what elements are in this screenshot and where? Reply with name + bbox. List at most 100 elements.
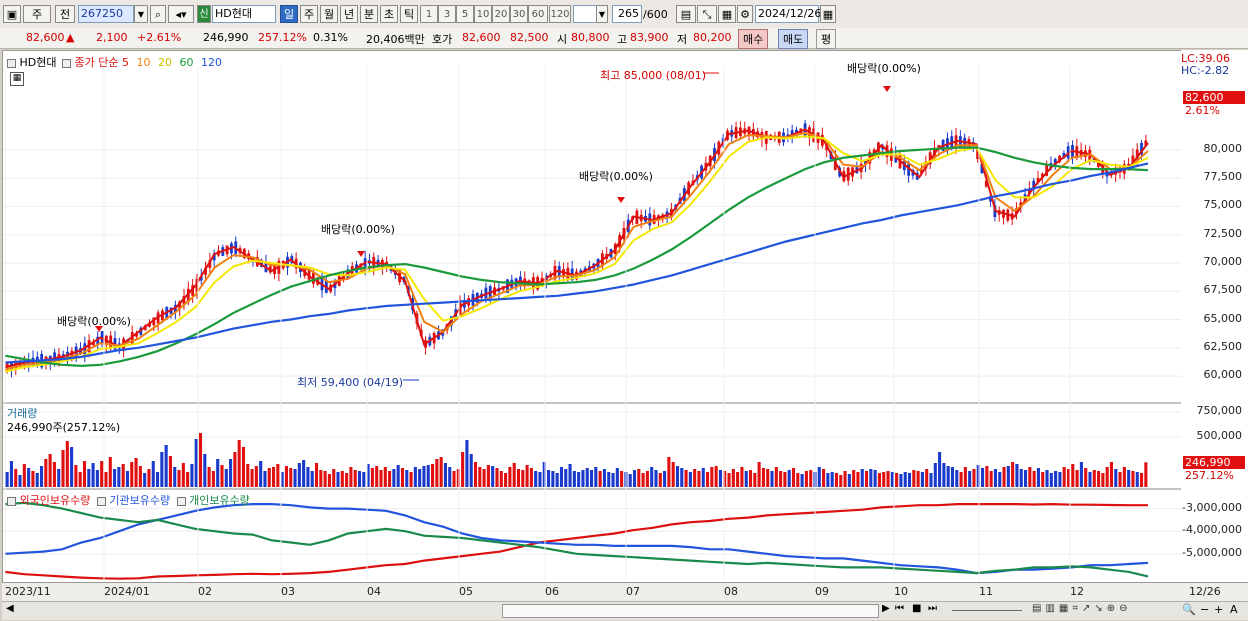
sell-button[interactable]: 매도 <box>778 29 809 49</box>
zoom-minus-icon[interactable]: − <box>1200 603 1210 616</box>
chart-canvas[interactable] <box>3 51 1181 583</box>
volume-bar <box>852 470 856 487</box>
volume-bar <box>456 469 460 487</box>
candle-body <box>1045 165 1049 176</box>
interval-dropdown-icon[interactable]: ▼ <box>596 5 608 23</box>
stock-name-field: HD현대 <box>212 5 276 23</box>
trade-amount: 20,406백만 <box>366 33 425 46</box>
volume-bar <box>392 469 396 487</box>
buy-button[interactable]: 매수 <box>738 29 769 49</box>
x-axis-label: 02 <box>198 585 212 598</box>
prev-button[interactable]: 전 <box>55 5 75 23</box>
window-menu-button[interactable]: ▣ <box>3 5 21 23</box>
volume-bar <box>177 470 181 487</box>
volume-bar <box>1105 467 1109 487</box>
volume-bar <box>757 462 761 487</box>
interval-1-button[interactable]: 1 <box>420 5 438 23</box>
volume-bar <box>542 462 546 487</box>
holdings-line-0 <box>4 502 1148 580</box>
candle-body <box>212 253 216 261</box>
count-input[interactable]: 265 <box>612 5 642 23</box>
volume-bar <box>319 470 323 487</box>
candle-body <box>1096 162 1100 167</box>
fast-forward-icon[interactable]: ⏭ <box>928 603 937 614</box>
interval-20-button[interactable]: 20 <box>492 5 510 23</box>
interval-5-button[interactable]: 5 <box>456 5 474 23</box>
average-button[interactable]: 평 <box>816 29 837 49</box>
volume-bar <box>224 469 228 487</box>
type-select[interactable]: 주 <box>23 5 51 23</box>
period-tick-button[interactable]: 틱 <box>400 5 418 23</box>
volume-bar <box>706 472 710 487</box>
period-week-button[interactable]: 주 <box>300 5 318 23</box>
search-icon[interactable]: ⌕ <box>150 5 166 23</box>
volume-bar <box>27 468 31 487</box>
period-second-button[interactable]: 초 <box>380 5 398 23</box>
zoom-plus-icon[interactable]: + <box>1214 603 1224 616</box>
period-year-button[interactable]: 년 <box>340 5 358 23</box>
volume-bar <box>14 469 18 487</box>
chart-area[interactable]: HD현대 종가 단순 5 10 20 60 120 ▦ 최고 85,000 (0… <box>2 50 1182 584</box>
zoom-slider-track[interactable] <box>952 610 1022 611</box>
volume-bar <box>727 473 731 487</box>
volume-bar <box>409 472 413 487</box>
count-max-label: /600 <box>643 8 668 21</box>
interval-30-button[interactable]: 30 <box>510 5 528 23</box>
volume-bar <box>736 472 740 487</box>
volume-bar <box>1109 462 1114 487</box>
font-size-icon[interactable]: A <box>1230 603 1238 616</box>
price-tick-label: 77,500 <box>1203 170 1243 184</box>
x-axis-label: 2024/01 <box>104 585 150 598</box>
volume-bar <box>284 466 289 487</box>
legend-box-icon <box>176 496 186 506</box>
volume-bar <box>74 465 78 487</box>
drawing-tools-icons[interactable]: ▤▥▦⌗↗↘⊕⊖ <box>1032 603 1132 614</box>
volume-bar <box>272 467 276 487</box>
volume-bar <box>688 472 692 487</box>
volume-bar <box>211 471 215 487</box>
scroll-left-icon[interactable]: ◀ <box>6 603 14 614</box>
volume-bar <box>701 468 705 487</box>
code-dropdown-icon[interactable]: ▼ <box>134 5 148 23</box>
volume-bar <box>396 465 400 487</box>
interval-60-button[interactable]: 60 <box>528 5 548 23</box>
x-axis-label: 07 <box>626 585 640 598</box>
period-month-button[interactable]: 월 <box>320 5 338 23</box>
indicator-icon[interactable]: ▤ <box>676 5 696 23</box>
ma-line-120 <box>4 162 1149 364</box>
interval-3-button[interactable]: 3 <box>438 5 456 23</box>
volume-bar <box>78 472 82 487</box>
period-minute-button[interactable]: 분 <box>360 5 378 23</box>
stop-icon[interactable]: ■ <box>912 603 922 614</box>
date-input[interactable]: 2024/12/26 <box>755 5 821 23</box>
scroll-thumb[interactable] <box>502 604 879 618</box>
volume-bar <box>186 472 190 487</box>
x-axis-label: 06 <box>545 585 559 598</box>
volume-bar <box>104 472 108 487</box>
volume-bar <box>564 469 568 487</box>
x-axis-label: 12 <box>1070 585 1084 598</box>
scroll-right-icon[interactable]: ▶ <box>882 603 890 614</box>
interval-120-button[interactable]: 120 <box>549 5 571 23</box>
volume-bar <box>448 467 452 487</box>
period-day-button[interactable]: 일 <box>280 5 298 23</box>
table-toggle-icon[interactable]: ▦ <box>10 72 24 86</box>
interval-10-button[interactable]: 10 <box>474 5 492 23</box>
volume-bar <box>667 457 671 487</box>
calendar-icon[interactable]: ▦ <box>820 5 836 23</box>
rewind-icon[interactable]: ⏮ <box>895 603 904 614</box>
low-price: 80,200 <box>693 31 732 44</box>
volume-bar <box>383 467 387 487</box>
candle-body <box>1066 146 1070 159</box>
gear-icon[interactable]: ⚙ <box>737 5 753 23</box>
compare-icon[interactable]: ⤡ <box>697 5 717 23</box>
price-tick-label: 75,000 <box>1203 198 1243 212</box>
last-volume-tag: 246,990 <box>1183 456 1245 469</box>
save-icon[interactable]: ▦ <box>718 5 736 23</box>
x-axis-label: 2023/11 <box>5 585 51 598</box>
zoom-icon[interactable]: 🔍 <box>1182 603 1196 616</box>
chart-scrollbar[interactable]: ◀ ▶ ⏮ ■ ⏭ ▤▥▦⌗↗↘⊕⊖ 🔍 − + A <box>2 601 1248 620</box>
stock-code-input[interactable]: 267250 <box>78 5 134 23</box>
sound-icon[interactable]: ◂▾ <box>168 5 194 23</box>
dividend-arrow-icon <box>883 86 891 92</box>
